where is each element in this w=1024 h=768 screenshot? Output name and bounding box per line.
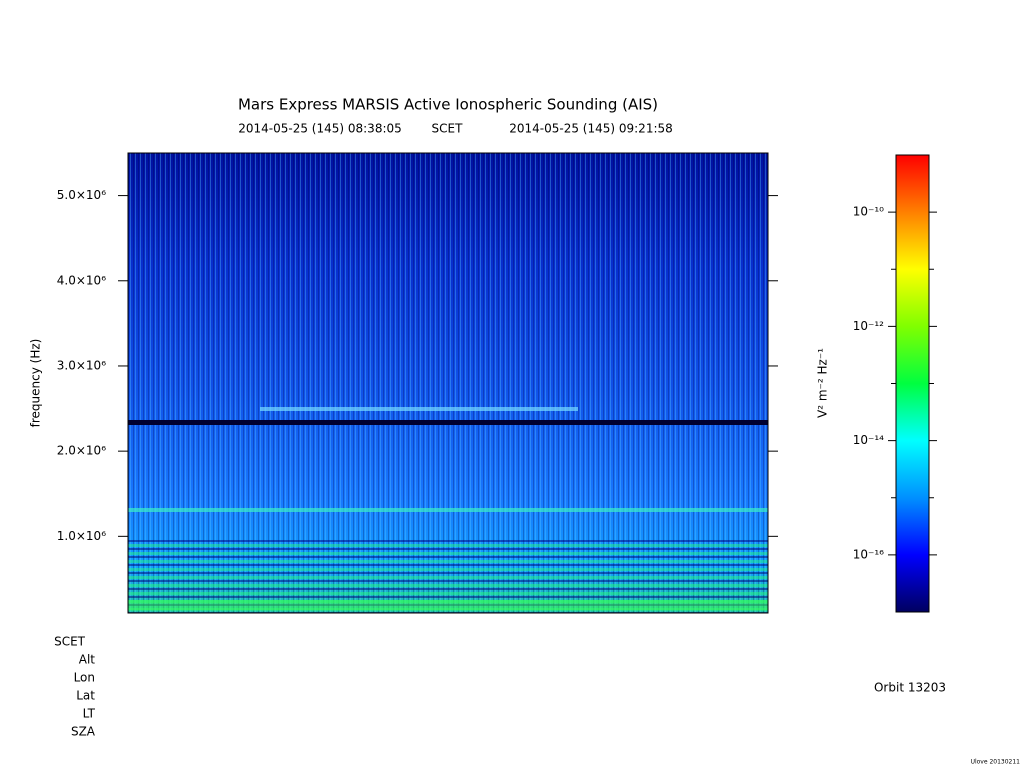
orbit: Orbit 13203 bbox=[874, 681, 946, 695]
y-axis-label: frequency (Hz) bbox=[29, 339, 43, 428]
colorbar-tick-label: 10⁻¹² bbox=[853, 319, 884, 333]
y-tick-label: 2.0×10⁶ bbox=[57, 444, 106, 458]
colorbar-tick-label: 10⁻¹⁰ bbox=[853, 205, 884, 219]
colorbar-tick-label: 10⁻¹⁴ bbox=[853, 433, 884, 447]
colorbar bbox=[895, 154, 930, 613]
y-tick-label: 4.0×10⁶ bbox=[57, 273, 106, 287]
ephemeris-row-label: Alt bbox=[79, 653, 96, 667]
ephemeris-row-label: Lat bbox=[76, 689, 95, 703]
ephemeris-header: SCET bbox=[54, 635, 86, 649]
end-time: 2014-05-25 (145) 09:21:58 bbox=[509, 122, 673, 136]
plot-frame bbox=[127, 152, 769, 614]
y-tick-label: 3.0×10⁶ bbox=[57, 358, 106, 372]
footer: Ulove 20130211 bbox=[971, 759, 1021, 766]
ephemeris-row-label: SZA bbox=[71, 725, 96, 739]
ephemeris-row-label: LT bbox=[83, 707, 96, 721]
time-label: SCET bbox=[432, 122, 464, 136]
ephemeris-row-label: Lon bbox=[74, 671, 95, 685]
colorbar-tick-label: 10⁻¹⁶ bbox=[853, 547, 884, 561]
y-tick-label: 1.0×10⁶ bbox=[57, 529, 106, 543]
y-tick-label: 5.0×10⁶ bbox=[57, 188, 106, 202]
spectrogram bbox=[128, 153, 768, 613]
start-time: 2014-05-25 (145) 08:38:05 bbox=[238, 122, 402, 136]
colorbar-label: V² m⁻² Hz⁻¹ bbox=[816, 348, 830, 418]
chart-title: Mars Express MARSIS Active Ionospheric S… bbox=[238, 96, 658, 114]
